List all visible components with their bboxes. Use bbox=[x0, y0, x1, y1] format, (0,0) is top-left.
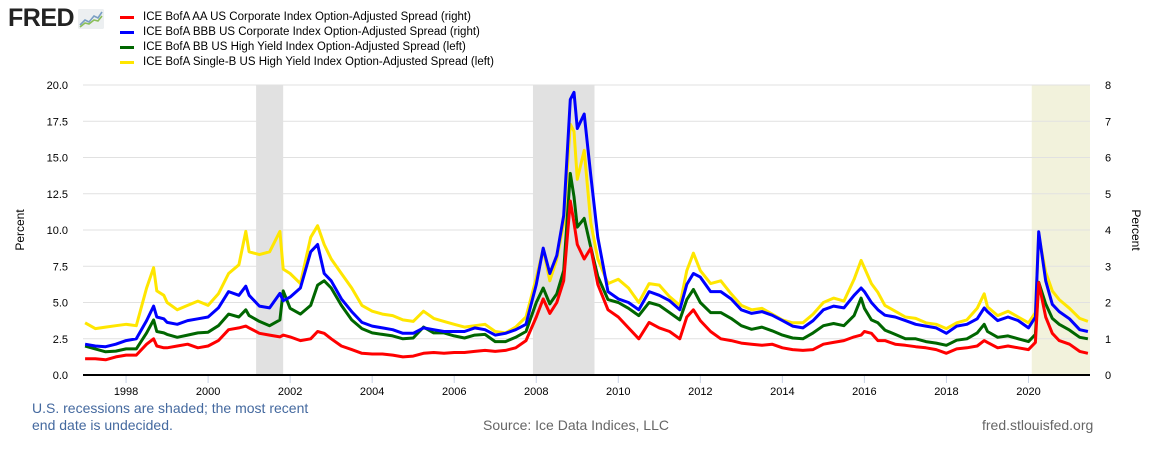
y-left-tick-label: 20.0 bbox=[47, 80, 68, 92]
logo-text: FRED bbox=[8, 4, 75, 32]
y-right-tick-label: 5 bbox=[1105, 189, 1111, 201]
x-tick-label: 2016 bbox=[852, 386, 876, 398]
legend-swatch-green bbox=[120, 46, 134, 49]
x-tick-label: 2000 bbox=[196, 386, 220, 398]
x-tick-label: 2020 bbox=[1016, 386, 1040, 398]
y-right-tick-label: 7 bbox=[1105, 116, 1111, 128]
legend-item-bb[interactable]: ICE BofA BB US High Yield Index Option-A… bbox=[120, 40, 494, 55]
series-line-left-2 bbox=[84, 171, 1089, 354]
series-lines bbox=[84, 90, 1089, 362]
y-axis-left-ticks: 0.0 2.5 5.0 7.5 10.0 12.5 15.0 17.5 20.0 bbox=[47, 80, 68, 382]
x-tick-label: 2002 bbox=[278, 386, 302, 398]
x-tick-label: 2014 bbox=[770, 386, 794, 398]
x-tick-label: 1998 bbox=[114, 386, 138, 398]
y-right-tick-label: 6 bbox=[1105, 153, 1111, 165]
source-text: Source: Ice Data Indices, LLC bbox=[483, 417, 669, 433]
line-chart-icon bbox=[78, 8, 105, 29]
y-left-tick-label: 5.0 bbox=[53, 298, 68, 310]
legend-label: ICE BofA BBB US Corporate Index Option-A… bbox=[143, 26, 480, 38]
y-left-tick-label: 7.5 bbox=[53, 261, 68, 273]
chart-legend: ICE BofA AA US Corporate Index Option-Ad… bbox=[120, 10, 494, 70]
x-tick-label: 2010 bbox=[606, 386, 630, 398]
legend-swatch-blue bbox=[120, 31, 134, 34]
y-left-tick-label: 15.0 bbox=[47, 153, 68, 165]
legend-item-aa[interactable]: ICE BofA AA US Corporate Index Option-Ad… bbox=[120, 10, 494, 25]
y-left-tick-label: 17.5 bbox=[47, 116, 68, 128]
y-right-tick-label: 1 bbox=[1105, 334, 1111, 346]
y-right-tick-label: 8 bbox=[1105, 80, 1111, 92]
y-axis-left-title: Percent bbox=[13, 209, 27, 251]
y-left-tick-label: 0.0 bbox=[53, 370, 68, 382]
legend-swatch-red bbox=[120, 16, 134, 19]
legend-item-single-b[interactable]: ICE BofA Single-B US High Yield Index Op… bbox=[120, 55, 494, 70]
y-right-tick-label: 4 bbox=[1105, 225, 1111, 237]
y-left-tick-label: 10.0 bbox=[47, 225, 68, 237]
x-tick-label: 2006 bbox=[442, 386, 466, 398]
series-line-right-1 bbox=[84, 90, 1089, 349]
legend-item-bbb[interactable]: ICE BofA BBB US Corporate Index Option-A… bbox=[120, 25, 494, 40]
recession-note-line1: U.S. recessions are shaded; the most rec… bbox=[32, 400, 309, 416]
recession-note-line2: end date is undecided. bbox=[32, 417, 173, 433]
y-axis-right-title: Percent bbox=[1129, 209, 1143, 251]
y-right-tick-label: 2 bbox=[1105, 298, 1111, 310]
x-tick-label: 2018 bbox=[934, 386, 958, 398]
series-line-left-3 bbox=[84, 122, 1089, 335]
site-link[interactable]: fred.stlouisfed.org bbox=[982, 417, 1094, 433]
y-axis-right-ticks: 0 1 2 3 4 5 6 7 8 bbox=[1105, 80, 1111, 382]
legend-label: ICE BofA AA US Corporate Index Option-Ad… bbox=[143, 11, 471, 23]
x-tick-label: 2012 bbox=[688, 386, 712, 398]
y-left-tick-label: 2.5 bbox=[53, 334, 68, 346]
legend-label: ICE BofA BB US High Yield Index Option-A… bbox=[143, 41, 466, 53]
y-left-tick-label: 12.5 bbox=[47, 189, 68, 201]
x-tick-label: 2008 bbox=[524, 386, 548, 398]
series-line-right-0 bbox=[85, 199, 1089, 362]
recession-note: U.S. recessions are shaded; the most rec… bbox=[32, 400, 308, 434]
y-right-tick-label: 3 bbox=[1105, 261, 1111, 273]
legend-swatch-yellow bbox=[120, 61, 134, 64]
x-axis-ticks: 1998 2000 2002 2004 2006 2008 2010 2012 2014 2016… bbox=[114, 376, 1041, 398]
y-right-tick-label: 0 bbox=[1105, 370, 1111, 382]
legend-label: ICE BofA Single-B US High Yield Index Op… bbox=[143, 56, 494, 68]
x-tick-label: 2004 bbox=[360, 386, 384, 398]
fred-logo[interactable]: FRED bbox=[8, 4, 105, 32]
